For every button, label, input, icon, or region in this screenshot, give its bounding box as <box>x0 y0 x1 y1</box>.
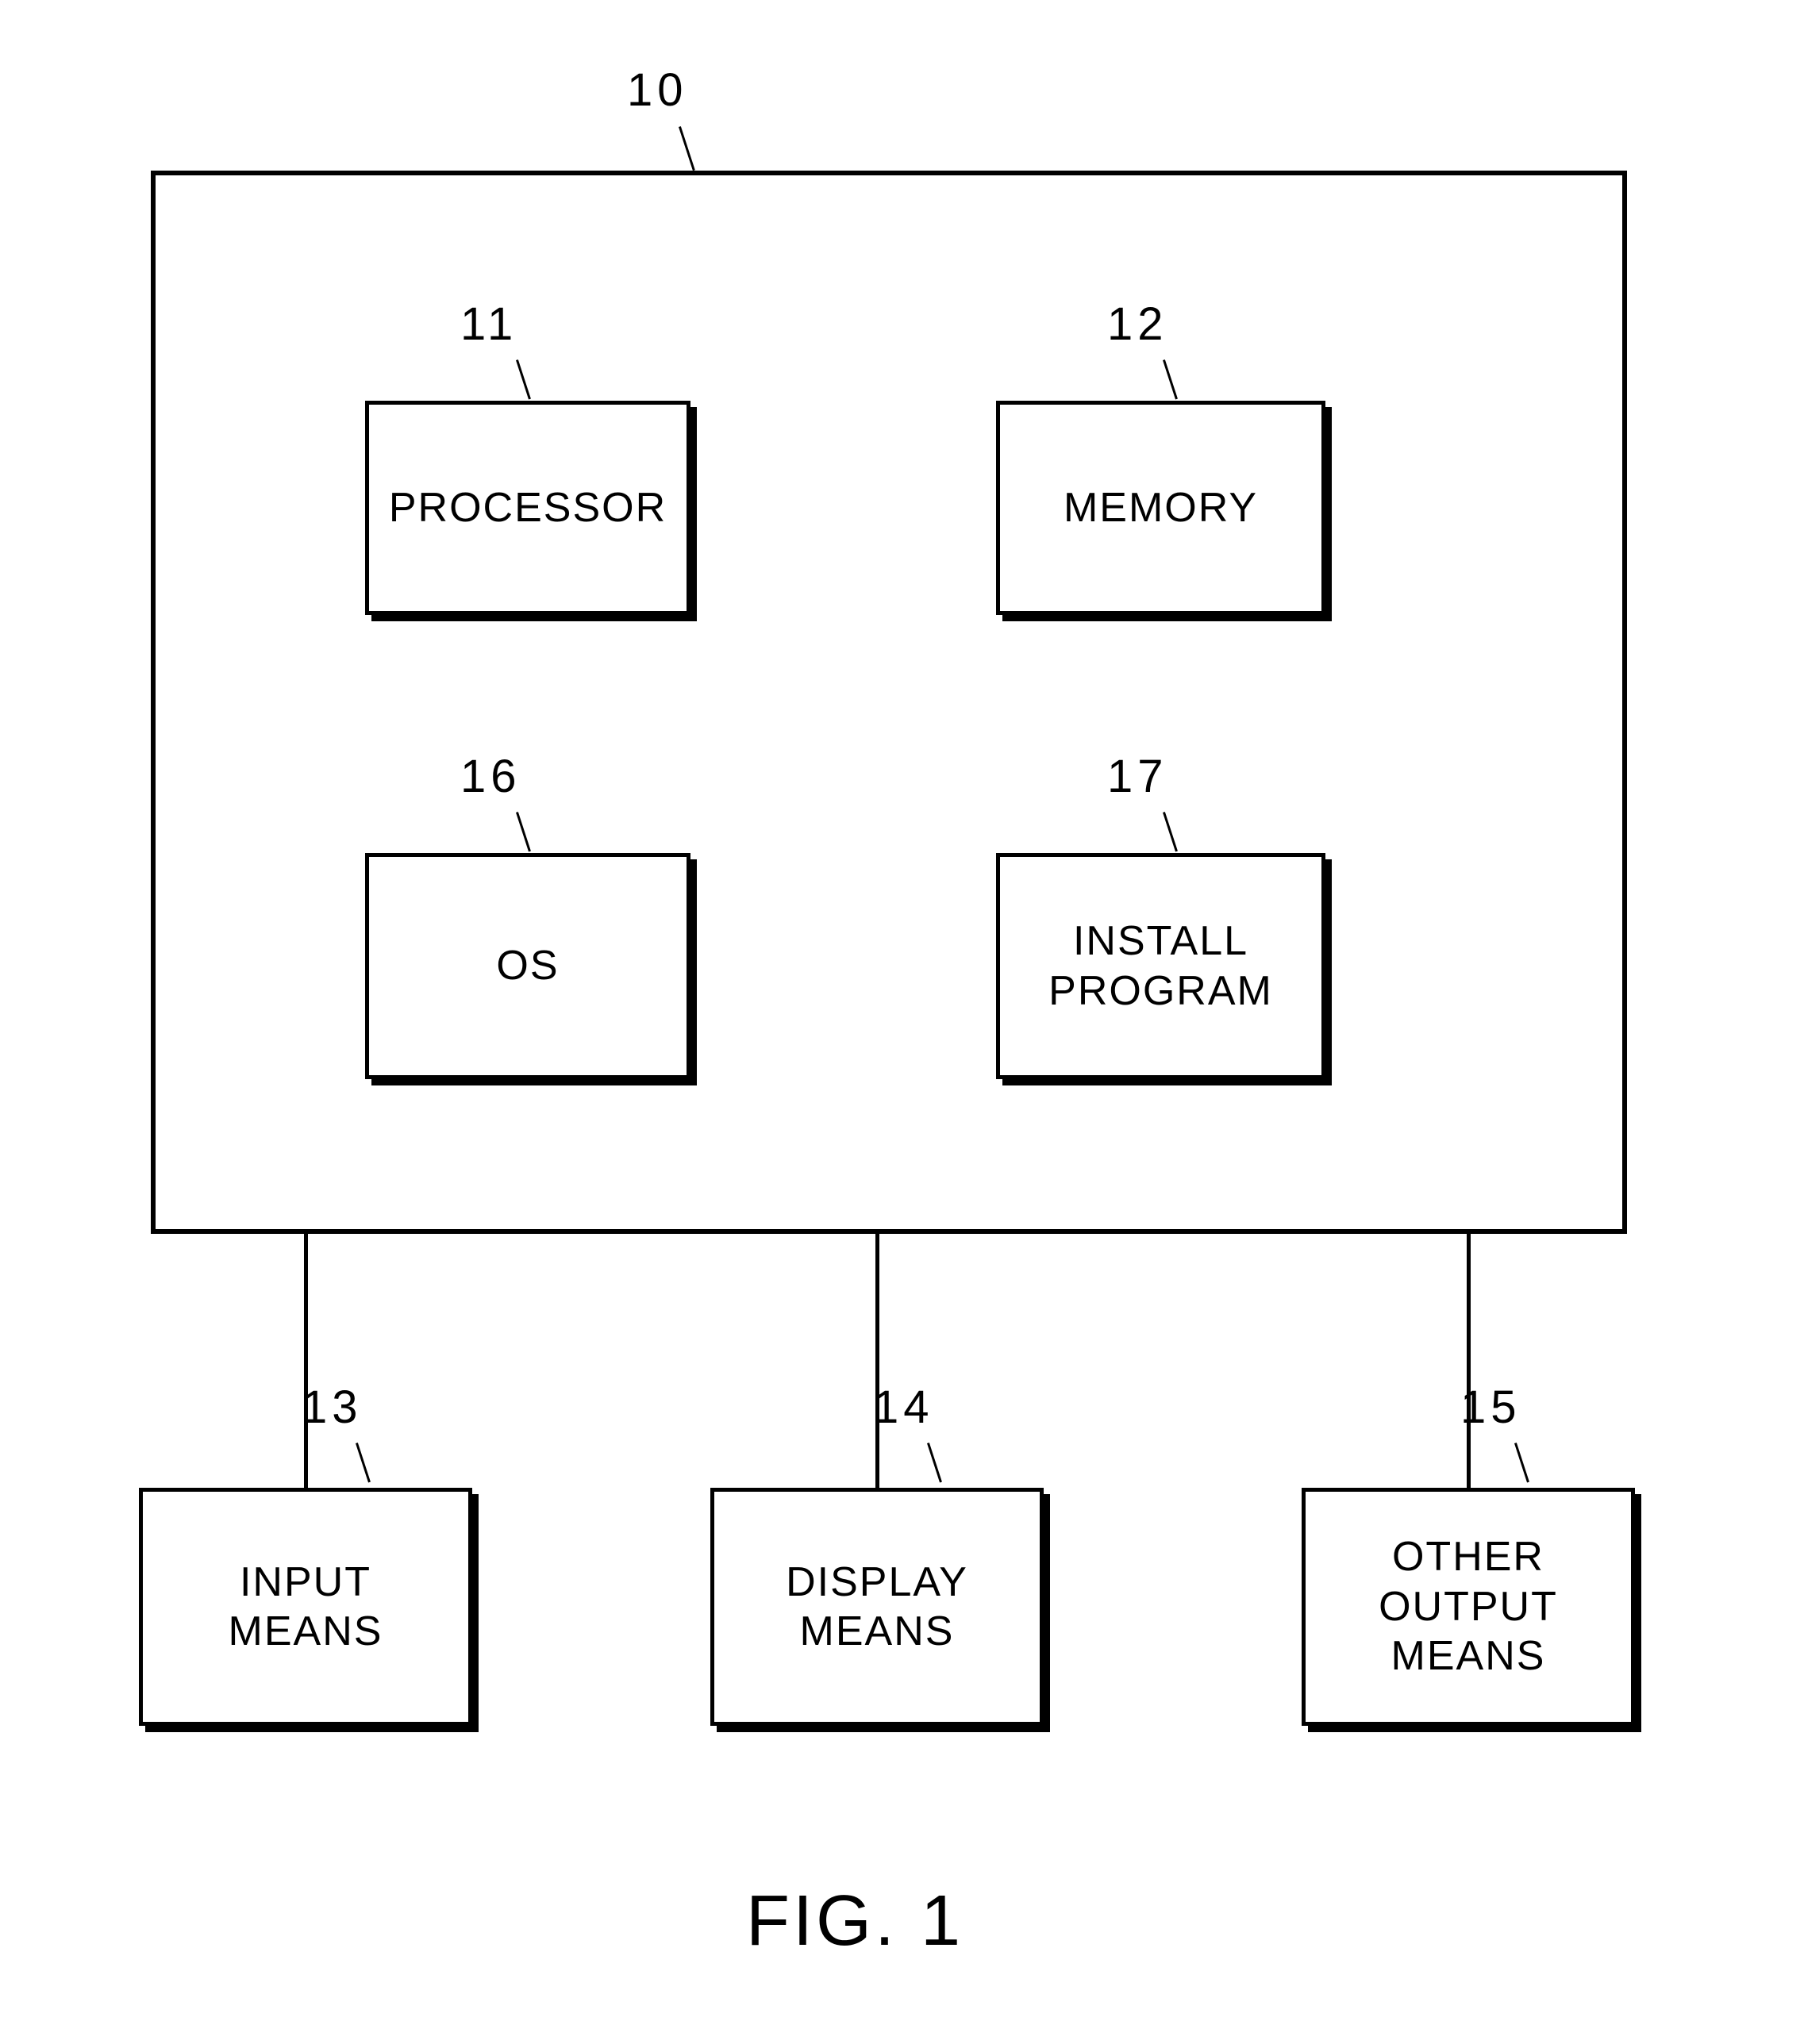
box-memory: MEMORY <box>996 401 1325 615</box>
box-os: OS <box>365 853 690 1079</box>
connector-display <box>875 1234 879 1488</box>
box-install-label: INSTALLPROGRAM <box>1048 916 1273 1016</box>
ref-tick-other <box>1514 1443 1529 1482</box>
connector-other <box>1467 1234 1471 1488</box>
ref-tick-display <box>927 1443 942 1482</box>
ref-label-memory: 12 <box>1107 298 1168 351</box>
ref-label-input: 13 <box>302 1381 363 1434</box>
ref-tick-input <box>356 1443 371 1482</box>
box-input-label: INPUTMEANS <box>229 1558 383 1657</box>
box-display: DISPLAYMEANS <box>710 1488 1044 1726</box>
box-processor-label: PROCESSOR <box>389 483 667 532</box>
ref-label-outer: 10 <box>627 63 688 117</box>
box-other-label: OTHEROUTPUTMEANS <box>1379 1532 1558 1681</box>
box-os-label: OS <box>496 941 559 990</box>
connector-input <box>304 1234 308 1488</box>
box-input: INPUTMEANS <box>139 1488 472 1726</box>
box-install: INSTALLPROGRAM <box>996 853 1325 1079</box>
ref-label-os: 16 <box>460 750 521 803</box>
diagram-canvas: 10 11 PROCESSOR 12 MEMORY 16 OS 17 INSTA… <box>0 0 1804 2044</box>
box-memory-label: MEMORY <box>1064 483 1258 532</box>
ref-label-display: 14 <box>873 1381 934 1434</box>
ref-tick-outer <box>679 126 695 171</box>
figure-label: FIG. 1 <box>746 1881 964 1962</box>
ref-label-install: 17 <box>1107 750 1168 803</box>
ref-label-processor: 11 <box>460 298 517 351</box>
box-display-label: DISPLAYMEANS <box>786 1558 968 1657</box>
box-other: OTHEROUTPUTMEANS <box>1302 1488 1635 1726</box>
box-processor: PROCESSOR <box>365 401 690 615</box>
